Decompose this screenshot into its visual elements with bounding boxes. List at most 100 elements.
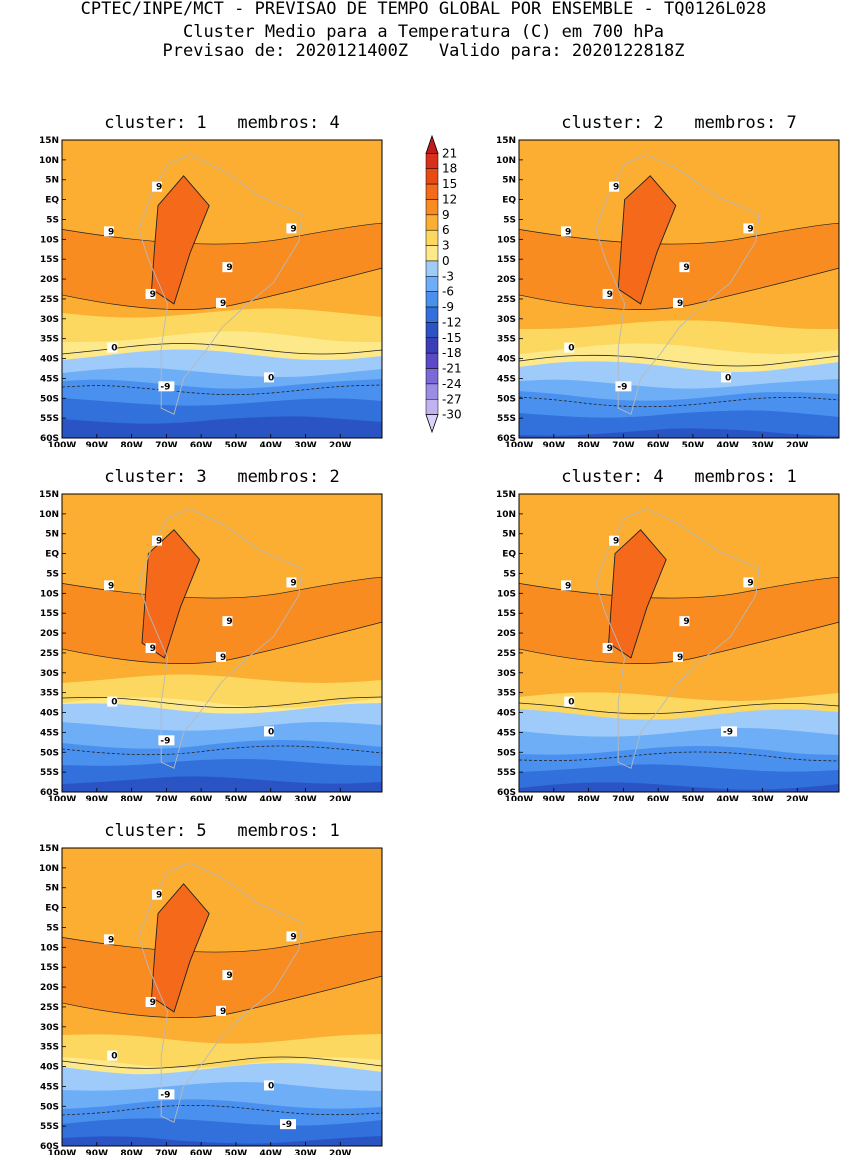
lon-tick-label: 20W [786,441,809,447]
contour-label: 9 [565,227,571,237]
contour-label: 9 [150,644,156,654]
colorbar-level-label: -9 [442,300,454,314]
contour-label: 9 [150,998,156,1008]
lon-tick-label: 50W [225,795,248,801]
colorbar-swatch [425,383,439,400]
lon-tick-label: 60W [190,441,213,447]
colorbar-swatch [425,260,439,277]
lon-tick-label: 70W [155,1149,178,1155]
contour-label: 0 [568,344,574,354]
contour-label: 9 [220,1007,226,1017]
lon-tick-label: 80W [577,795,600,801]
colorbar-level-label: -12 [442,315,462,329]
lon-tick-label: 30W [294,795,317,801]
lon-tick-label: 40W [259,441,282,447]
colorbar-swatch [425,214,439,231]
colorbar-level-label: -3 [442,269,454,283]
lon-tick-label: 70W [612,795,635,801]
lat-tick-label: 20S [497,629,516,639]
colorbar-swatch [425,245,439,262]
lon-tick-label: 90W [86,441,109,447]
lon-tick-label: 100W [505,795,534,801]
colorbar-arrow-bottom [425,414,439,434]
lat-tick-label: 35S [40,689,59,699]
panel-title-4: cluster: 4 membros: 1 [561,467,797,487]
lon-tick-label: 40W [259,1149,282,1155]
lat-tick-label: 20S [40,629,59,639]
lat-tick-label: 5S [46,923,59,933]
colorbar-swatch [425,168,439,185]
lat-tick-label: 40S [40,355,59,365]
lat-tick-label: 5N [45,530,59,540]
contour-label: 9 [677,299,683,309]
contour-label: 9 [156,537,162,547]
contour-label: 9 [220,653,226,663]
lon-tick-label: 20W [786,795,809,801]
lat-tick-label: 15S [497,609,516,619]
lat-tick-label: 5S [46,569,59,579]
colorbar-level-label: -21 [442,362,462,376]
lat-tick-label: 10N [39,510,59,520]
colorbar-swatch [425,337,439,354]
figure-title-line3: Previsao de: 2020121400Z Valido para: 20… [162,41,685,61]
colorbar-swatch [425,368,439,385]
lon-tick-label: 70W [612,441,635,447]
colorbar-level-label: -15 [442,331,462,345]
lat-tick-label: 5S [503,215,516,225]
lat-tick-label: 5N [45,884,59,894]
lat-tick-label: 35S [40,335,59,345]
colorbar-level-label: -24 [442,377,462,391]
contour-label: 9 [226,971,232,981]
contour-label: 9 [226,263,232,273]
colorbar-swatch [425,306,439,323]
colorbar-level-label: -18 [442,346,462,360]
colorbar-swatch [425,399,439,415]
lat-tick-label: EQ [45,904,59,914]
lat-tick-label: 55S [40,1122,59,1132]
lon-tick-label: 100W [48,1149,77,1155]
contour-label: 9 [108,227,114,237]
lon-tick-label: 70W [155,441,178,447]
colorbar-swatch [425,229,439,246]
colorbar-level-label: 15 [442,177,457,191]
contour-label: 9 [683,263,689,273]
contour-label: -9 [160,736,170,746]
lat-tick-label: 15S [497,255,516,265]
lon-tick-label: 80W [120,795,143,801]
lat-tick-label: 20S [40,983,59,993]
contour-label: 0 [268,373,274,383]
lon-tick-label: 80W [120,441,143,447]
lat-tick-label: 40S [40,1063,59,1073]
contour-label: 9 [156,891,162,901]
lat-tick-label: 15N [39,136,59,146]
lat-tick-label: 45S [40,728,59,738]
lat-tick-label: 30S [497,669,516,679]
lat-tick-label: 60S [40,788,59,798]
lon-tick-label: 60W [190,795,213,801]
contour-label: 0 [725,373,731,383]
lat-tick-label: 50S [40,748,59,758]
lon-tick-label: 50W [225,1149,248,1155]
lat-tick-label: 10S [40,943,59,953]
contour-label: 0 [268,1081,274,1091]
lat-tick-label: 50S [497,748,516,758]
contour-label: 0 [268,727,274,737]
lat-tick-label: 45S [497,374,516,384]
colorbar-level-label: 12 [442,192,457,206]
figure-title-line2: Cluster Medio para a Temperatura (C) em … [182,22,665,42]
lon-tick-label: 90W [543,795,566,801]
lon-tick-label: 40W [716,795,739,801]
lat-tick-label: 25S [497,295,516,305]
contour-label: -9 [160,382,170,392]
contour-label: 0 [111,698,117,708]
colorbar-level-label: 21 [442,146,457,160]
lat-tick-label: 35S [40,1043,59,1053]
lon-tick-label: 20W [329,441,352,447]
lat-tick-label: 50S [40,394,59,404]
lon-tick-label: 30W [294,441,317,447]
lat-tick-label: 55S [497,414,516,424]
colorbar-level-label: -30 [442,408,462,422]
colorbar-swatch [425,322,439,339]
colorbar-level-label: -27 [442,392,462,406]
lat-tick-label: 5S [503,569,516,579]
